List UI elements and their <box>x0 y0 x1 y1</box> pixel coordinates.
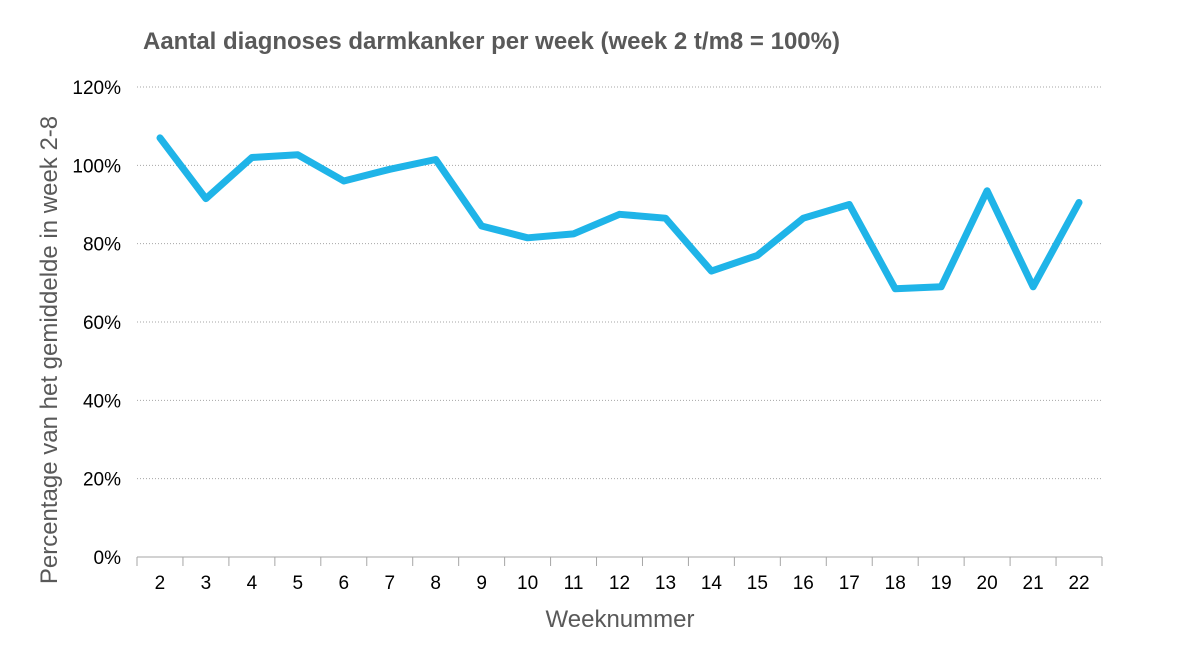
y-tick-label: 100% <box>72 156 121 177</box>
y-tick-label: 80% <box>83 235 121 256</box>
x-tick-label: 3 <box>201 573 212 594</box>
y-axis-ticks: 0% 20% 40% 60% 80% 100% 120% <box>72 78 121 569</box>
x-tick-label: 19 <box>931 573 952 594</box>
x-tick-label: 2 <box>155 573 166 594</box>
x-tick-label: 11 <box>564 573 584 594</box>
y-tick-label: 120% <box>72 78 121 99</box>
series-line <box>156 134 1083 293</box>
x-tick-label: 22 <box>1068 573 1089 594</box>
x-tick-label: 5 <box>293 573 304 594</box>
x-tick-label: 17 <box>839 573 860 594</box>
y-tick-label: 0% <box>94 548 122 569</box>
gridlines <box>137 86 1102 480</box>
x-axis-ticks: 2 3 4 5 6 7 8 9 10 11 12 13 14 15 16 17 18 19 20 21 22 <box>136 557 1103 594</box>
series-layer <box>156 134 1083 293</box>
x-tick-label: 4 <box>247 573 258 594</box>
x-tick-label: 9 <box>476 573 487 594</box>
y-tick-label: 20% <box>83 470 121 491</box>
chart-title: Aantal diagnoses darmkanker per week (we… <box>143 28 840 55</box>
x-tick-label: 6 <box>338 573 349 594</box>
x-tick-label: 21 <box>1023 573 1044 594</box>
x-tick-label: 16 <box>793 573 814 594</box>
x-tick-label: 20 <box>977 573 998 594</box>
x-axis-label: Weeknummer <box>546 606 695 633</box>
x-tick-label: 14 <box>701 573 723 594</box>
x-tick-label: 18 <box>885 573 906 594</box>
x-tick-label: 12 <box>609 573 630 594</box>
y-axis-label: Percentage van het gemiddelde in week 2-… <box>36 116 63 584</box>
x-tick-label: 13 <box>655 573 676 594</box>
x-tick-label: 8 <box>430 573 441 594</box>
x-tick-label: 15 <box>747 573 768 594</box>
y-tick-label: 60% <box>83 313 121 334</box>
y-tick-label: 40% <box>83 391 121 412</box>
x-tick-label: 10 <box>517 573 538 594</box>
x-tick-label: 7 <box>384 573 395 594</box>
